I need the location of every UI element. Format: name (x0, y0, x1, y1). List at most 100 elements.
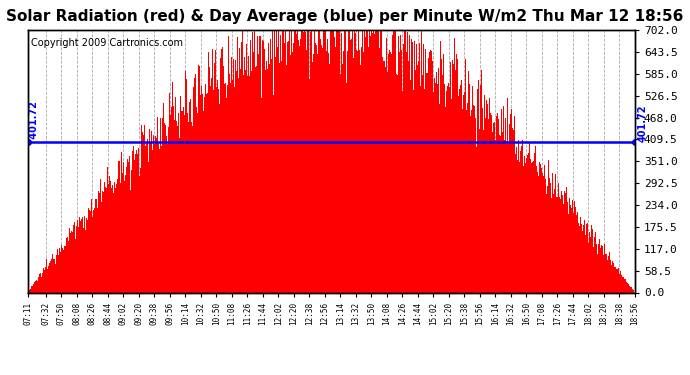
Bar (602, 247, 603, 292)
Bar (54, 258, 55, 292)
Bar (323, 30, 324, 292)
Bar (63, 249, 64, 292)
Bar (109, 176, 110, 292)
Bar (370, 36, 371, 292)
Bar (202, 94, 203, 292)
Bar (556, 196, 557, 292)
Bar (477, 98, 478, 292)
Bar (204, 97, 205, 292)
Bar (582, 225, 584, 292)
Bar (333, 30, 334, 292)
Bar (389, 50, 390, 292)
Bar (432, 61, 433, 292)
Bar (560, 199, 561, 292)
Bar (473, 105, 474, 292)
Bar (569, 198, 570, 292)
Bar (230, 82, 231, 292)
Bar (280, 34, 282, 292)
Bar (433, 93, 434, 292)
Bar (188, 122, 189, 292)
Bar (466, 110, 467, 292)
Bar (79, 217, 80, 292)
Bar (34, 282, 35, 292)
Bar (408, 35, 410, 292)
Bar (296, 34, 297, 292)
Bar (544, 165, 545, 292)
Bar (605, 254, 606, 292)
Bar (141, 132, 143, 292)
Bar (386, 38, 387, 292)
Bar (401, 50, 402, 292)
Bar (275, 57, 276, 292)
Bar (613, 267, 615, 292)
Bar (317, 54, 318, 292)
Bar (460, 85, 461, 292)
Bar (271, 59, 272, 292)
Bar (632, 289, 633, 292)
Bar (57, 249, 58, 292)
Bar (353, 30, 355, 292)
Bar (545, 179, 546, 292)
Bar (348, 30, 349, 292)
Bar (234, 87, 235, 292)
Bar (500, 136, 501, 292)
Bar (174, 76, 175, 292)
Bar (148, 119, 150, 292)
Bar (512, 128, 513, 292)
Bar (596, 244, 598, 292)
Bar (42, 273, 43, 292)
Bar (195, 74, 196, 292)
Bar (549, 178, 550, 292)
Bar (287, 42, 288, 292)
Bar (117, 173, 119, 292)
Bar (341, 33, 342, 292)
Bar (532, 162, 533, 292)
Bar (29, 290, 30, 292)
Bar (126, 167, 127, 292)
Bar (338, 30, 339, 292)
Bar (239, 48, 240, 292)
Bar (185, 70, 186, 292)
Bar (501, 109, 502, 292)
Bar (140, 168, 141, 292)
Bar (342, 64, 343, 292)
Bar (273, 94, 275, 292)
Bar (355, 33, 356, 292)
Bar (412, 42, 413, 292)
Bar (28, 291, 29, 292)
Bar (631, 287, 632, 292)
Bar (339, 74, 341, 292)
Bar (123, 162, 124, 292)
Bar (67, 237, 68, 292)
Bar (41, 277, 42, 292)
Bar (427, 73, 428, 292)
Bar (425, 49, 426, 292)
Bar (424, 89, 425, 292)
Bar (524, 156, 525, 292)
Bar (364, 30, 365, 292)
Bar (434, 78, 435, 292)
Bar (350, 40, 351, 292)
Bar (241, 62, 242, 292)
Bar (506, 141, 507, 292)
Bar (133, 146, 134, 292)
Bar (231, 57, 232, 292)
Bar (224, 84, 225, 292)
Bar (100, 179, 101, 292)
Bar (429, 53, 431, 292)
Bar (297, 30, 299, 292)
Bar (624, 279, 625, 292)
Bar (403, 44, 404, 292)
Bar (43, 271, 44, 292)
Bar (521, 146, 522, 292)
Bar (293, 42, 294, 292)
Bar (459, 89, 460, 292)
Bar (269, 64, 270, 292)
Bar (50, 261, 51, 292)
Bar (561, 191, 562, 292)
Bar (200, 95, 201, 292)
Bar (346, 51, 348, 292)
Bar (616, 269, 617, 292)
Bar (480, 85, 481, 292)
Bar (165, 125, 166, 292)
